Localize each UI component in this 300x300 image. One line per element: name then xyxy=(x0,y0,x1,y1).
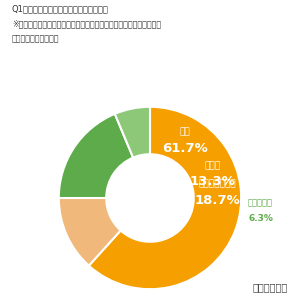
Text: ※断熱とは、住まいをつくる材料（建材）により外気温の影響を和ら: ※断熱とは、住まいをつくる材料（建材）により外気温の影響を和ら xyxy=(12,20,161,28)
Text: 13.3%: 13.3% xyxy=(190,175,236,188)
Text: いいえ: いいえ xyxy=(205,161,221,170)
Text: げることを言います。: げることを言います。 xyxy=(12,34,59,43)
Text: Q1：住まいの断熱に関心はありますか？: Q1：住まいの断熱に関心はありますか？ xyxy=(12,4,109,14)
Text: はい: はい xyxy=(179,128,190,137)
Text: 61.7%: 61.7% xyxy=(162,142,208,155)
Text: わからない: わからない xyxy=(248,199,273,208)
Text: どちらでもない: どちらでもない xyxy=(198,179,236,188)
Wedge shape xyxy=(59,114,133,198)
Text: 6.3%: 6.3% xyxy=(248,214,273,223)
Wedge shape xyxy=(89,107,241,289)
Text: リノベる調べ: リノベる調べ xyxy=(253,283,288,292)
Wedge shape xyxy=(115,107,150,158)
Wedge shape xyxy=(59,198,121,266)
Text: 18.7%: 18.7% xyxy=(194,194,240,206)
